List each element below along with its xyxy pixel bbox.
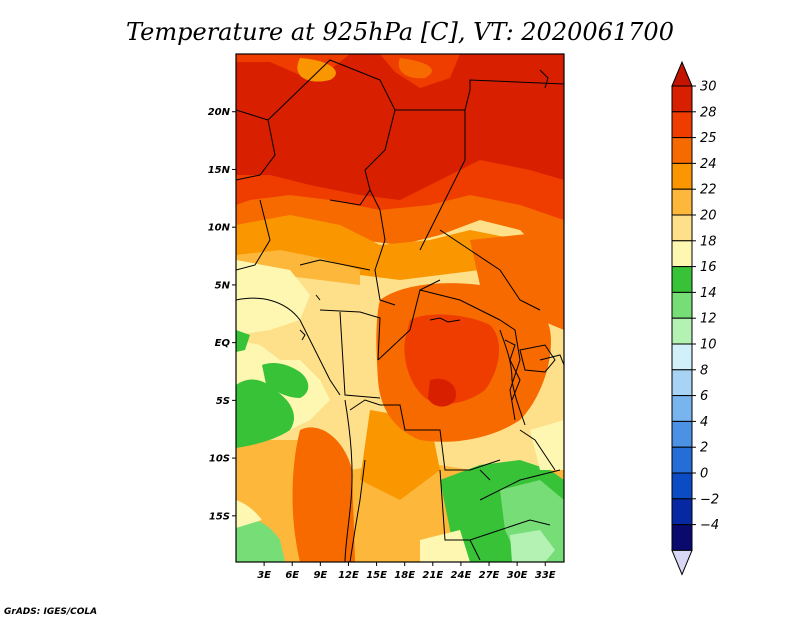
longitude-axis: 3E 6E 9E 12E 15E 18E 21E 24E 27E 30E 33E xyxy=(257,562,556,581)
lon-tick-label: 33E xyxy=(535,570,556,581)
colorbar-label: 18 xyxy=(700,234,717,249)
colorbar-label: 2 xyxy=(700,441,708,456)
lat-tick-label: EQ xyxy=(215,338,231,349)
colorbar-swatch xyxy=(671,446,693,474)
lon-tick-label: 15E xyxy=(366,570,387,581)
lon-tick-label: 9E xyxy=(313,570,327,581)
colorbar-label: 20 xyxy=(700,209,717,224)
colorbar-swatch xyxy=(671,369,693,397)
lon-tick-label: 30E xyxy=(507,570,528,581)
colorbar-swatch xyxy=(671,162,693,190)
colorbar-label: 12 xyxy=(700,312,717,327)
lat-tick-label: 15N xyxy=(208,165,231,176)
colorbar-swatch xyxy=(671,188,693,216)
colorbar-swatch xyxy=(671,498,693,526)
colorbar-swatch xyxy=(671,137,693,164)
colorbar-swatch xyxy=(671,524,693,551)
lon-tick-label: 3E xyxy=(257,570,271,581)
colorbar-label: 6 xyxy=(700,389,708,404)
colorbar-label: −2 xyxy=(700,492,719,507)
colorbar-swatch xyxy=(671,240,693,268)
colorbar-bottom-arrow xyxy=(671,549,693,576)
colorbar-swatch xyxy=(671,111,693,139)
colorbar-label: 10 xyxy=(700,338,717,353)
colorbar-label: 4 xyxy=(700,415,708,430)
lat-tick-label: 5N xyxy=(215,280,231,291)
colorbar-label: 24 xyxy=(700,157,717,172)
latitude-axis: 20N 15N 10N 5N EQ 5S 10S 15S xyxy=(208,107,236,522)
temperature-field xyxy=(236,54,564,562)
lon-tick-label: 6E xyxy=(285,570,299,581)
lat-tick-label: 15S xyxy=(209,511,230,522)
colorbar-swatch xyxy=(671,343,693,371)
colorbar-swatch xyxy=(671,85,693,113)
lat-tick-label: 10S xyxy=(209,454,230,465)
colorbar-label: 22 xyxy=(700,183,717,198)
colorbar-label: −4 xyxy=(700,518,719,533)
lon-tick-label: 21E xyxy=(422,570,443,581)
lon-tick-label: 18E xyxy=(394,570,415,581)
colorbar-label: 30 xyxy=(700,80,717,95)
colorbar-label: 8 xyxy=(700,363,708,378)
lat-tick-label: 20N xyxy=(208,107,231,118)
colorbar-swatch xyxy=(671,420,693,448)
lon-tick-label: 24E xyxy=(451,570,472,581)
lat-tick-label: 10N xyxy=(208,223,231,234)
colorbar-label: 28 xyxy=(700,105,717,120)
colorbar-swatch xyxy=(671,317,693,345)
colorbar-swatch xyxy=(671,291,693,319)
colorbar-swatch xyxy=(671,395,693,422)
colorbar-swatch xyxy=(671,472,693,500)
colorbar-swatch xyxy=(671,214,693,242)
lon-tick-label: 27E xyxy=(479,570,500,581)
colorbar-label: 0 xyxy=(700,467,708,482)
colorbar-label: 16 xyxy=(700,260,717,275)
lat-tick-label: 5S xyxy=(216,396,230,407)
map-frame xyxy=(235,53,565,563)
colorbar-label: 25 xyxy=(700,131,717,146)
map-title: Temperature at 925hPa [C], VT: 202006170… xyxy=(126,18,674,46)
country-borders xyxy=(236,59,564,562)
colorbar-label: 14 xyxy=(700,286,717,301)
colorbar-top-arrow xyxy=(671,60,693,87)
grads-credit: GrADS: IGES/COLA xyxy=(4,607,97,617)
colorbar-swatch xyxy=(671,266,693,293)
lon-tick-label: 12E xyxy=(338,570,359,581)
